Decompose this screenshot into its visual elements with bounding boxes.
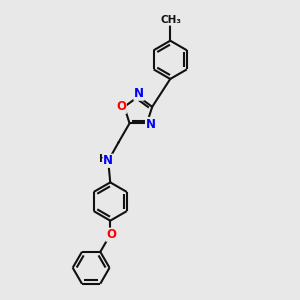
Text: H: H <box>99 154 107 164</box>
Text: N: N <box>103 154 113 167</box>
Text: N: N <box>134 87 144 100</box>
Text: CH₃: CH₃ <box>160 15 182 25</box>
Text: N: N <box>146 118 156 130</box>
Text: O: O <box>116 100 126 113</box>
Text: O: O <box>106 228 116 241</box>
